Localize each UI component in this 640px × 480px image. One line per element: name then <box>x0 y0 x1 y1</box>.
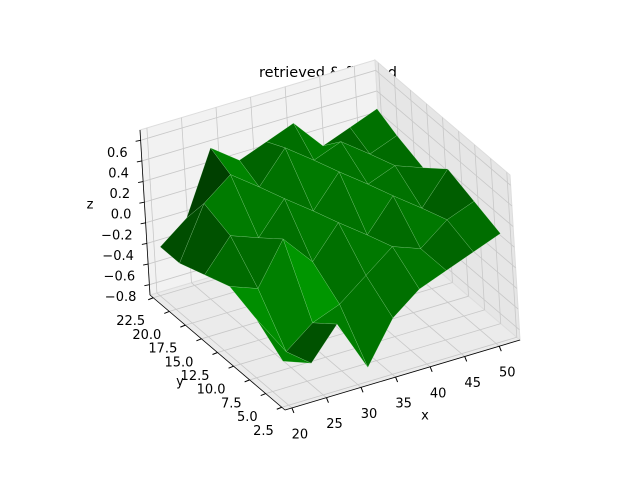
y-tick <box>196 338 202 342</box>
x-tick-label: 25 <box>326 417 343 432</box>
z-axis-label: z <box>87 198 94 213</box>
grid-line <box>146 127 158 293</box>
surface-patch <box>229 286 287 352</box>
y-tick-label: 12.5 <box>181 369 210 384</box>
y-tick <box>276 406 282 410</box>
z-tick <box>135 139 141 142</box>
y-tick-label: 22.5 <box>116 314 145 329</box>
x-tick <box>291 407 295 414</box>
z-tick-label: −0.8 <box>105 290 137 305</box>
y-tick-label: 10.0 <box>197 383 226 398</box>
z-tick-label: −0.6 <box>104 270 136 285</box>
y-tick <box>164 310 170 314</box>
z-tick-label: −0.4 <box>102 249 134 264</box>
y-axis-line <box>149 294 286 411</box>
y-tick-label: 17.5 <box>148 342 177 357</box>
x-tick <box>360 387 364 393</box>
z-tick <box>140 222 146 225</box>
y-tick-label: 15.0 <box>164 355 193 370</box>
y-tick <box>148 297 154 301</box>
x-tick <box>429 366 433 372</box>
x-tick-label: 45 <box>464 376 481 391</box>
grid-line <box>140 69 376 141</box>
z-tick-label: −0.2 <box>101 228 133 243</box>
x-axis-line <box>284 339 521 411</box>
x-tick-label: 50 <box>499 366 516 381</box>
grid-line <box>375 70 511 186</box>
surface <box>159 108 501 369</box>
z-tick-label: 0.2 <box>109 187 130 202</box>
z-tick <box>138 181 144 184</box>
surface-patch <box>365 246 420 319</box>
z-tick <box>139 201 145 204</box>
z-tick <box>143 263 149 266</box>
grid-line <box>506 172 518 338</box>
x-axis-label: x <box>421 409 429 424</box>
grid-line <box>376 90 513 207</box>
x-tick <box>395 376 399 383</box>
y-tick <box>260 393 266 397</box>
grid-line <box>490 158 502 324</box>
x-tick <box>498 345 502 352</box>
y-tick <box>244 379 250 383</box>
surface-patch <box>229 174 285 239</box>
y-tick <box>228 365 234 369</box>
y-tick <box>180 324 186 328</box>
z-tick-label: 0.4 <box>108 166 129 181</box>
y-tick <box>212 352 218 355</box>
y-tick-label: 5.0 <box>237 410 258 425</box>
surface-patch <box>282 238 340 324</box>
surface-patch <box>204 235 259 289</box>
y-axis-label: y <box>176 375 184 390</box>
z-tick-label: 0.0 <box>111 208 132 223</box>
x-tick-label: 35 <box>395 397 412 412</box>
x-tick-label: 20 <box>292 427 309 442</box>
x-tick-label: 30 <box>361 407 378 422</box>
grid-line <box>281 336 517 408</box>
z-tick <box>144 284 150 287</box>
surface-patch <box>255 318 312 364</box>
y-tick-label: 20.0 <box>132 328 161 343</box>
x-tick-label: 40 <box>430 386 447 401</box>
z-tick <box>136 160 142 163</box>
surface-patch <box>391 246 447 290</box>
z-tick-label: 0.6 <box>107 146 128 161</box>
surface-patch <box>311 303 369 368</box>
y-tick-label: 7.5 <box>221 396 242 411</box>
z-tick <box>141 242 147 245</box>
grid-line <box>141 90 377 162</box>
x-tick <box>464 356 468 362</box>
y-tick-label: 2.5 <box>253 424 274 439</box>
grid-line <box>265 323 501 394</box>
x-tick <box>326 397 329 403</box>
z-axis-line <box>139 129 151 296</box>
